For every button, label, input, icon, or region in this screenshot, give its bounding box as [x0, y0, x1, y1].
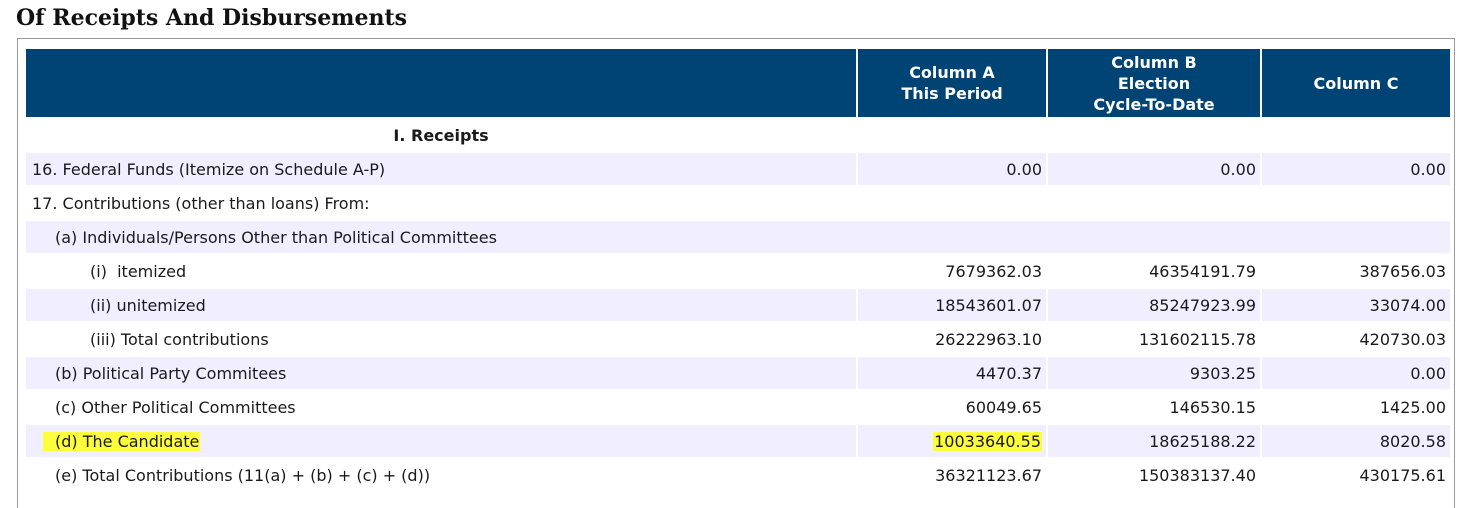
row-label: (iii) Total contributions	[90, 329, 269, 349]
row-value-column-b: 0.00	[1048, 153, 1260, 185]
row-value-column-b: 150383137.40	[1138, 465, 1256, 485]
row-label-cell: (d) The Candidate	[26, 425, 856, 457]
table-row: 17. Contributions (other than loans) Fro…	[26, 187, 1450, 219]
section-empty-cell	[858, 119, 1046, 151]
row-value-column-c: 0.00	[1262, 357, 1450, 389]
table-row: (ii) unitemized 18543601.07 85247923.99 …	[26, 289, 1450, 321]
header-label-column	[26, 49, 856, 117]
row-value-column-a	[858, 187, 1046, 219]
section-empty-cell	[1048, 119, 1260, 151]
highlighted-row-value-column-a: 10033640.55	[933, 431, 1042, 451]
row-value-column-c: 430175.61	[1359, 465, 1446, 485]
header-column-a-line: This Period	[901, 84, 1003, 103]
header-column-a-line: Column A	[909, 63, 995, 82]
row-value-column-a: 26222963.10	[935, 329, 1042, 349]
row-value-column-b: 9303.25	[1048, 357, 1260, 389]
row-value-column-c: 0.00	[1262, 153, 1450, 185]
row-value-column-a: 4470.37	[858, 357, 1046, 389]
row-label: (ii) unitemized	[26, 289, 856, 321]
row-value-column-c: 8020.58	[1262, 425, 1450, 457]
row-value-column-a: 60049.65	[965, 397, 1042, 417]
row-value-column-c	[1262, 187, 1450, 219]
table-row: (e) Total Contributions (11(a) + (b) + (…	[26, 459, 1450, 491]
header-column-c-line: Column C	[1313, 73, 1399, 93]
row-value-column-a: 18543601.07	[858, 289, 1046, 321]
row-value-column-a: 7679362.03	[945, 261, 1042, 281]
receipts-disbursements-table: Column A This Period Column B Election C…	[24, 47, 1452, 493]
header-column-b-line: Cycle-To-Date	[1093, 94, 1215, 114]
row-value-column-a: 36321123.67	[935, 465, 1042, 485]
header-column-b-line: Election	[1117, 73, 1191, 93]
section-receipts-title: I. Receipts	[393, 125, 489, 145]
page-title: Of Receipts And Disbursements	[16, 5, 408, 31]
table-row: (iii) Total contributions 26222963.10 13…	[26, 323, 1450, 355]
table-row: (i) itemized 7679362.03 46354191.79 3876…	[26, 255, 1450, 287]
row-value-column-c: 387656.03	[1359, 261, 1446, 281]
row-value-column-a: 0.00	[858, 153, 1046, 185]
row-label: (a) Individuals/Persons Other than Polit…	[26, 221, 1450, 253]
row-value-column-b: 131602115.78	[1138, 329, 1256, 349]
row-label: (e) Total Contributions (11(a) + (b) + (…	[55, 465, 431, 485]
row-label: 17. Contributions (other than loans) Fro…	[32, 193, 370, 213]
section-row: I. Receipts	[26, 119, 1450, 151]
table-row-highlighted: (d) The Candidate 10033640.55 18625188.2…	[26, 425, 1450, 457]
row-value-column-c: 1425.00	[1379, 397, 1446, 417]
row-value-column-a-cell: 10033640.55	[858, 425, 1046, 457]
row-value-column-b: 46354191.79	[1149, 261, 1256, 281]
table-row: 16. Federal Funds (Itemize on Schedule A…	[26, 153, 1450, 185]
row-value-column-b	[1048, 187, 1260, 219]
row-value-column-b: 146530.15	[1169, 397, 1256, 417]
row-label: (i) itemized	[90, 261, 187, 281]
header-column-a: Column A This Period	[858, 49, 1046, 117]
header-column-b: Column B Election Cycle-To-Date	[1048, 49, 1260, 117]
report-frame: Column A This Period Column B Election C…	[17, 38, 1455, 508]
table-header-row: Column A This Period Column B Election C…	[26, 49, 1450, 117]
table-row: (a) Individuals/Persons Other than Polit…	[26, 221, 1450, 253]
row-label: 16. Federal Funds (Itemize on Schedule A…	[26, 153, 856, 185]
row-value-column-b: 18625188.22	[1048, 425, 1260, 457]
table-row: (c) Other Political Committees 60049.65 …	[26, 391, 1450, 423]
table-row: (b) Political Party Commitees 4470.37 93…	[26, 357, 1450, 389]
row-value-column-b: 85247923.99	[1048, 289, 1260, 321]
section-empty-cell	[1262, 119, 1450, 151]
header-column-c: Column C	[1262, 49, 1450, 117]
row-label: (b) Political Party Commitees	[26, 357, 856, 389]
row-value-column-c: 33074.00	[1262, 289, 1450, 321]
highlighted-row-label: (d) The Candidate	[43, 431, 201, 451]
row-value-column-c: 420730.03	[1359, 329, 1446, 349]
header-column-b-line: Column B	[1111, 52, 1197, 72]
row-label: (c) Other Political Committees	[55, 397, 296, 417]
